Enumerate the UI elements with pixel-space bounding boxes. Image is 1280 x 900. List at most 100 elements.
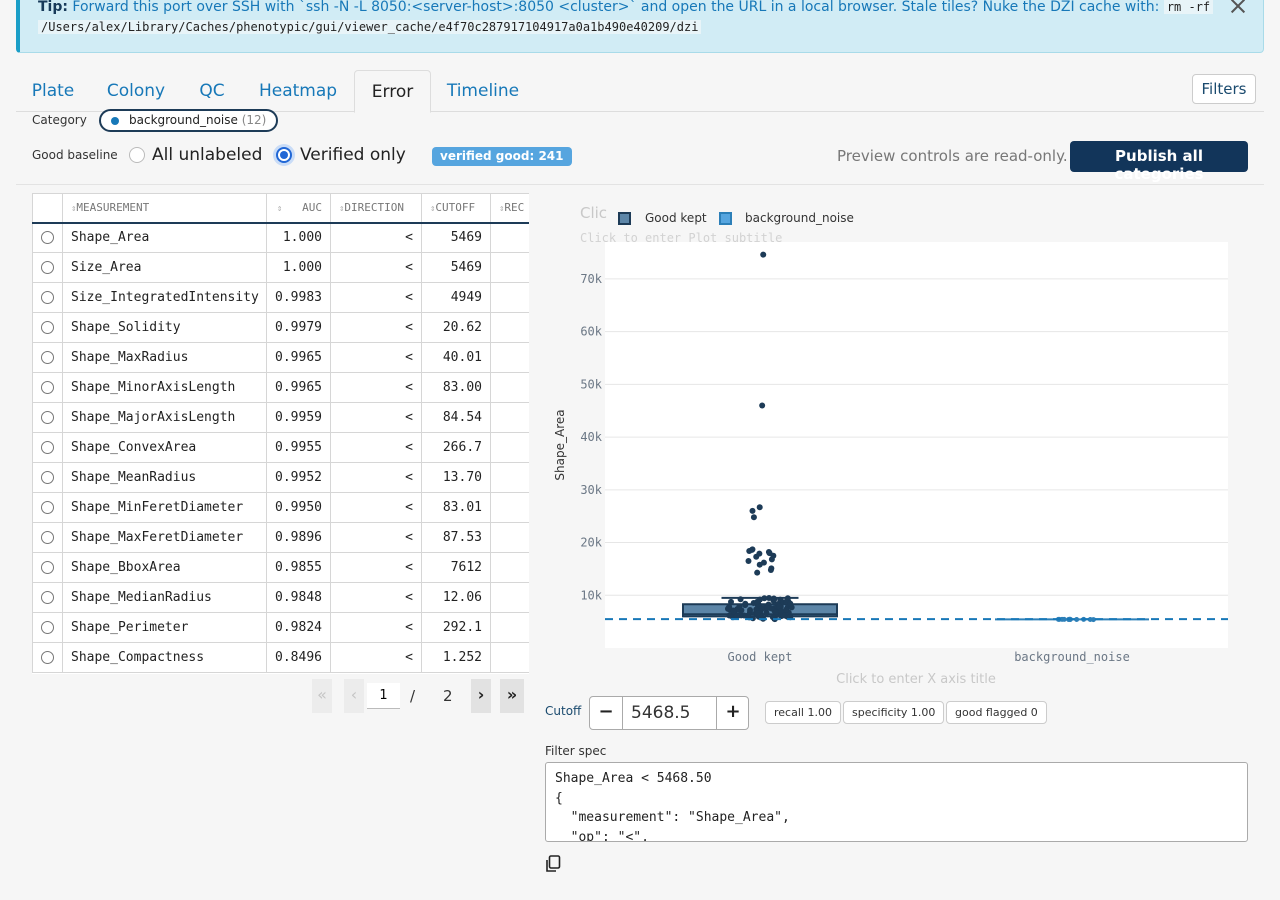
row-select-radio[interactable] [32, 282, 63, 313]
col-header-direction[interactable]: ⇕DIRECTION [330, 193, 422, 224]
cutoff-increment-button[interactable]: + [725, 701, 741, 722]
tab-timeline[interactable]: Timeline [446, 81, 520, 101]
tab-qc[interactable]: QC [199, 81, 225, 101]
filters-button[interactable]: Filters [1192, 74, 1256, 104]
filter-spec-textarea[interactable]: Shape_Area < 5468.50 { "measurement": "S… [545, 762, 1248, 842]
outlier-good [754, 569, 761, 576]
data-point-good [787, 600, 794, 607]
tab-plate[interactable]: Plate [31, 81, 75, 101]
outlier-good [767, 566, 774, 573]
next-page-button[interactable]: › [471, 679, 491, 713]
col-header-measurement[interactable]: ⇕MEASUREMENT [62, 193, 267, 224]
data-point-noise [1087, 617, 1093, 623]
col-header-cutoff[interactable]: ⇕CUTOFF [421, 193, 491, 224]
row-select-radio[interactable] [32, 612, 63, 643]
category-chip-name: background_noise [129, 113, 238, 127]
row-select-radio[interactable] [32, 432, 63, 463]
copy-icon[interactable] [545, 855, 561, 873]
radio-all-unlabeled-label[interactable]: All unlabeled [152, 145, 263, 165]
y-tick-label: 60k [580, 325, 602, 339]
cell-direction: < [330, 282, 422, 313]
row-select-radio[interactable] [32, 222, 63, 253]
legend-good-kept[interactable]: Good kept [645, 211, 707, 225]
data-point-noise [1074, 617, 1080, 623]
baseline-label: Good baseline [32, 148, 118, 162]
tab-colony[interactable]: Colony [106, 81, 166, 101]
col-header-recall[interactable]: ⇕REC [490, 193, 529, 224]
cell-auc: 0.9896 [266, 522, 331, 553]
plot-area [605, 242, 1228, 648]
data-point-good [764, 604, 771, 611]
publish-all-button[interactable]: Publish all categories [1070, 141, 1248, 183]
cell-direction: < [330, 372, 422, 403]
prev-page-button[interactable]: ‹ [344, 679, 364, 713]
close-icon[interactable] [1227, 0, 1249, 17]
y-tick-label: 20k [580, 536, 602, 550]
cell-recall: 1.0 [490, 312, 529, 343]
y-tick-label: 10k [580, 588, 602, 602]
tab-heatmap[interactable]: Heatmap [258, 81, 338, 101]
cutoff-decrement-button[interactable]: − [598, 701, 614, 722]
outlier-good [749, 507, 756, 514]
cell-auc: 0.9952 [266, 462, 331, 493]
row-select-radio[interactable] [32, 582, 63, 613]
cell-cutoff: 40.01 [421, 342, 491, 373]
cell-cutoff: 5469 [421, 252, 491, 283]
legend-background-noise[interactable]: background_noise [745, 211, 854, 225]
cell-recall: 1.0 [490, 222, 529, 253]
data-point-good [763, 609, 770, 616]
cell-recall: 1.0 [490, 522, 529, 553]
cell-recall: 1.0 [490, 402, 529, 433]
page-number-input[interactable] [367, 683, 400, 709]
cell-recall: 1.0 [490, 372, 529, 403]
cell-measurement: Shape_BboxArea [62, 552, 267, 583]
tip-banner: Tip: Forward this port over SSH with `ss… [16, 0, 1264, 53]
data-point-good [733, 613, 740, 620]
cutoff-input[interactable] [622, 697, 717, 729]
row-select-radio[interactable] [32, 342, 63, 373]
row-select-radio[interactable] [32, 372, 63, 403]
last-page-button[interactable]: » [500, 679, 524, 713]
data-point-good [742, 600, 749, 607]
cell-recall: 1.0 [490, 612, 529, 643]
cell-recall: 1.0 [490, 582, 529, 613]
data-point-good [782, 606, 789, 613]
cell-cutoff: 13.70 [421, 462, 491, 493]
row-select-radio[interactable] [32, 312, 63, 343]
row-select-radio[interactable] [32, 252, 63, 283]
row-select-radio[interactable] [32, 402, 63, 433]
data-point-good [730, 608, 737, 615]
row-select-radio[interactable] [32, 522, 63, 553]
category-chip[interactable]: background_noise (12) [99, 109, 279, 132]
row-select-radio[interactable] [32, 462, 63, 493]
radio-all-unlabeled[interactable] [129, 147, 145, 163]
cutoff-stepper: − + [589, 696, 749, 730]
cell-cutoff: 292.1 [421, 612, 491, 643]
radio-verified-only[interactable] [276, 147, 292, 163]
tip-label: Tip: [38, 0, 68, 15]
radio-verified-only-label[interactable]: Verified only [300, 145, 406, 165]
col-header-auc[interactable]: ⇕ AUC [266, 193, 331, 224]
cell-direction: < [330, 612, 422, 643]
first-page-button[interactable]: « [312, 679, 332, 713]
cell-measurement: Shape_Perimeter [62, 612, 267, 643]
row-select-radio[interactable] [32, 492, 63, 523]
row-select-radio[interactable] [32, 642, 63, 673]
row-select-radio[interactable] [32, 552, 63, 583]
tab-error[interactable]: Error [354, 70, 431, 113]
